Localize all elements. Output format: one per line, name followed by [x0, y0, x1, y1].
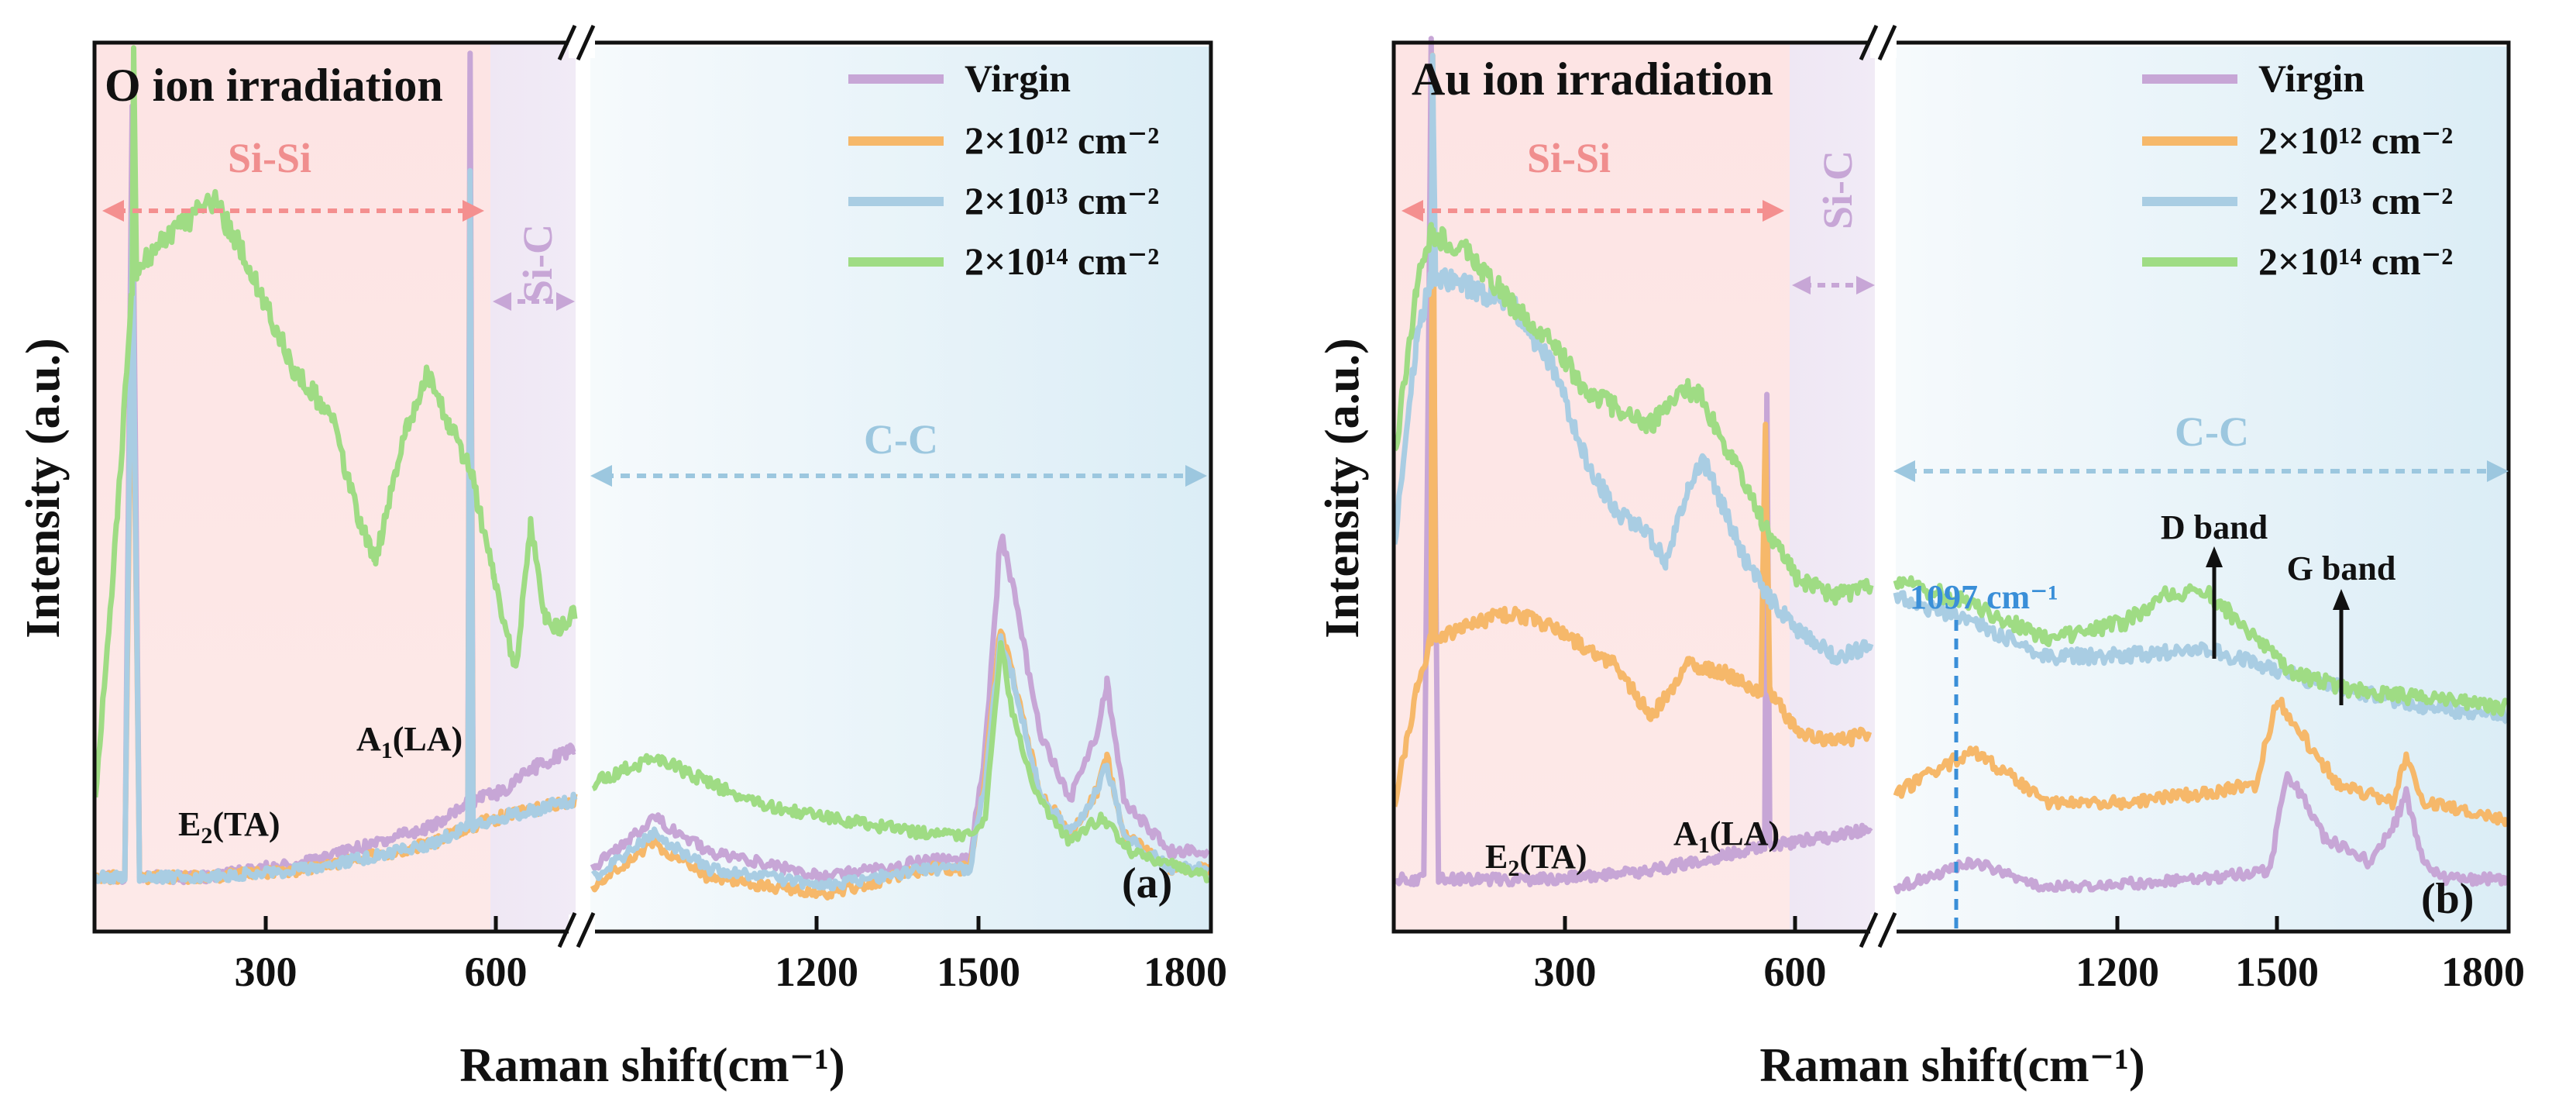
- x-tick-label: 300: [1534, 949, 1597, 995]
- panel-a: 300 600 1200 1500 1800 Raman shift(cm⁻¹)…: [17, 24, 1227, 1092]
- legend-label-2e13: 2×10¹³ cm⁻²: [2258, 179, 2453, 222]
- series-2e13-line: [590, 633, 1210, 892]
- series-2e14-line: [1893, 575, 2509, 717]
- axes-frame: [1391, 40, 2511, 934]
- series-2e13-line: [1391, 52, 1874, 666]
- y-axis-title: Intensity (a.u.): [17, 338, 70, 639]
- sic-label: Si-C: [1814, 150, 1861, 229]
- cc-arrow: [1893, 460, 2509, 482]
- sic-arrow: [1792, 276, 1875, 294]
- sic-region-bg: [490, 43, 576, 930]
- sic-arrow: [493, 292, 575, 311]
- panel-tag: (b): [2421, 875, 2474, 923]
- legend-label-2e12: 2×10¹² cm⁻²: [965, 119, 1159, 162]
- sisi-arrow: [1401, 200, 1784, 222]
- x-tick-label: 300: [235, 949, 297, 995]
- series-2e12-line: [1893, 697, 2510, 828]
- sisi-region-bg: [1395, 43, 1790, 930]
- series-2e14-line: [92, 45, 578, 798]
- cc-arrow: [590, 465, 1207, 487]
- series-2e13-line: [92, 167, 578, 885]
- sisi-arrow: [102, 200, 484, 222]
- d-band-label: D band: [2161, 508, 2268, 546]
- x-tick-label: 600: [465, 949, 528, 995]
- panel-b: 300 600 1200 1500 1800 Raman shift(cm⁻¹)…: [1316, 24, 2525, 1092]
- axes-frame: [92, 40, 1213, 934]
- legend-label-2e13: 2×10¹³ cm⁻²: [965, 179, 1159, 222]
- x-tick-label: 1200: [2076, 949, 2159, 995]
- series-virgin-line: [1392, 36, 1873, 888]
- cc-region-bg: [1896, 46, 2508, 930]
- axis-break-mark: [1859, 911, 1897, 949]
- x-tick-label: 600: [1764, 949, 1827, 995]
- series-2e14-line: [591, 640, 1210, 883]
- panel-tag: (a): [1122, 859, 1172, 908]
- cc-label: C-C: [864, 416, 938, 463]
- panel-title: Au ion irradiation: [1412, 53, 1773, 105]
- panel-title: O ion irradiation: [105, 60, 443, 111]
- legend-label-2e14: 2×10¹⁴ cm⁻²: [965, 239, 1159, 283]
- axis-break-mark-top: [1859, 24, 1897, 61]
- a1-la-label: A1(LA): [356, 720, 463, 763]
- d-band-arrow: [2206, 546, 2223, 659]
- e2-ta-label: E2(TA): [1485, 838, 1587, 881]
- y-axis-title: Intensity (a.u.): [1316, 338, 1369, 639]
- legend-label-virgin: Virgin: [2258, 57, 2364, 100]
- sic-region-bg: [1790, 43, 1875, 930]
- x-tick-label: 1500: [2235, 949, 2319, 995]
- sisi-region-bg: [95, 43, 490, 930]
- series-2e14-line: [1392, 222, 1874, 606]
- x-axis-title: Raman shift(cm⁻¹): [459, 1039, 844, 1092]
- series-2e12-line: [1391, 52, 1873, 808]
- plot-area: [1391, 36, 2510, 894]
- e2-ta-label: E2(TA): [178, 805, 280, 849]
- x-tick-label: 1800: [1144, 949, 1227, 995]
- legend-label-2e14: 2×10¹⁴ cm⁻²: [2258, 239, 2453, 283]
- legend-label-2e12: 2×10¹² cm⁻²: [2258, 119, 2453, 162]
- x-tick-label: 1500: [937, 949, 1020, 995]
- legend: Virgin 2×10¹² cm⁻² 2×10¹³ cm⁻² 2×10¹⁴ cm…: [2142, 57, 2453, 283]
- sisi-label: Si-Si: [1527, 135, 1611, 181]
- x-tick-label: 1800: [2441, 949, 2525, 995]
- x-tick-label: 1200: [775, 949, 858, 995]
- cc-label: C-C: [2175, 408, 2249, 455]
- x-ticks: [1563, 916, 2511, 930]
- sic-label: Si-C: [514, 224, 561, 303]
- x-ticks: [263, 916, 1213, 930]
- legend: Virgin 2×10¹² cm⁻² 2×10¹³ cm⁻² 2×10¹⁴ cm…: [848, 57, 1159, 283]
- plot-area: [92, 45, 1212, 901]
- a1-la-label: A1(LA): [1673, 815, 1780, 858]
- sisi-label: Si-Si: [228, 135, 311, 181]
- g-band-label: G band: [2287, 549, 2396, 587]
- marker-1097-label: 1097 cm⁻¹: [1910, 578, 2058, 616]
- axis-break-mark-top: [557, 24, 596, 61]
- x-axis-title: Raman shift(cm⁻¹): [1759, 1039, 2144, 1092]
- g-band-arrow: [2333, 589, 2350, 705]
- axis-break-mark: [557, 911, 596, 949]
- legend-label-virgin: Virgin: [965, 57, 1071, 100]
- series-virgin-line: [1893, 771, 2510, 894]
- series-2e13-line: [1893, 590, 2509, 725]
